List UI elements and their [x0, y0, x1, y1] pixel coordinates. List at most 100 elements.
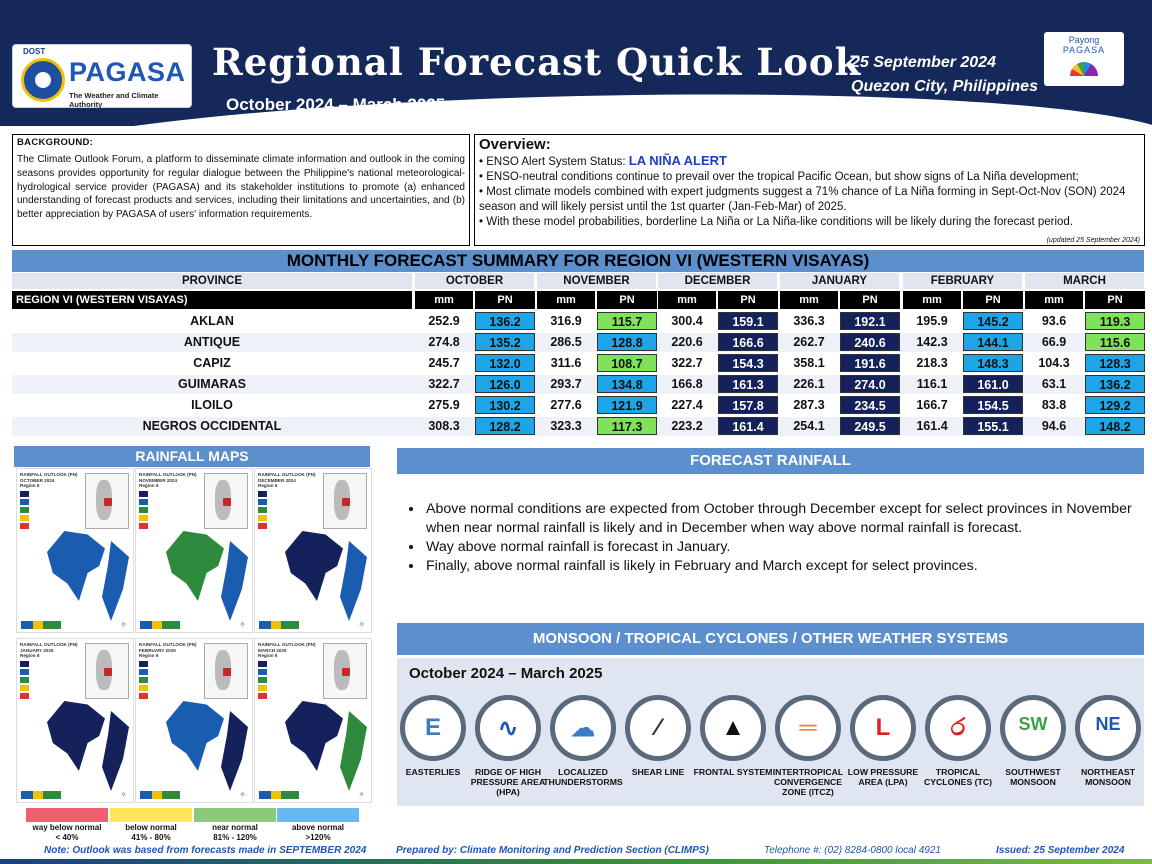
legend-label: above normal >120%	[272, 823, 364, 843]
rainfall-mm: 358.1	[793, 356, 825, 370]
footer-note-label: Note:	[44, 845, 70, 856]
icon-glyph: E	[424, 714, 441, 741]
philippines-inset-map	[85, 473, 129, 529]
mm-header: mm	[415, 291, 473, 309]
legend-name: near normal	[212, 823, 258, 832]
map-legend-swatch	[139, 507, 148, 513]
map-logo-strip	[259, 791, 299, 799]
map-title: RAINFALL OUTLOOK (PN) DECEMBER 2024 Region…	[258, 472, 316, 489]
weather-system-label: NORTHEAST MONSOON	[1080, 767, 1136, 787]
rainfall-mm: 166.8	[671, 377, 703, 391]
rainfall-mm: 293.7	[550, 377, 582, 391]
icon-glyph: ═	[799, 714, 817, 741]
panay-island	[166, 701, 224, 771]
overview-panel: Overview: • ENSO Alert System Status: LA…	[474, 134, 1145, 246]
map-title-text: RAINFALL OUTLOOK (PN)	[139, 642, 197, 647]
umbrella-icon	[1070, 62, 1098, 76]
itcz-icon: ═	[775, 695, 841, 761]
pn-header: PN	[718, 291, 778, 309]
forecast-rainfall-list: Above normal conditions are expected fro…	[408, 500, 1138, 576]
thunderstorm-icon: ☁	[550, 695, 616, 761]
tropical-cyclone-icon: ර	[925, 695, 991, 761]
rainfall-mm: 195.9	[916, 314, 948, 328]
page-title: Regional Forecast Quick Look	[212, 40, 862, 84]
weather-system-label: LOCALIZED THUNDERSTORMS	[543, 767, 623, 787]
philippines-inset-map	[204, 643, 248, 699]
map-title-text: RAINFALL OUTLOOK (PN)	[20, 472, 78, 477]
issue-place: Quezon City, Philippines	[851, 78, 1038, 95]
region-label: REGION VI (WESTERN VISAYAS)	[12, 291, 412, 309]
weather-system-label: SOUTHWEST MONSOON	[1005, 767, 1061, 787]
rainfall-pn: 128.2	[475, 417, 535, 435]
map-legend-swatch	[139, 677, 148, 683]
map-legend-swatch	[20, 515, 29, 521]
map-logo-strip	[259, 621, 299, 629]
rainfall-mm: 220.6	[671, 335, 703, 349]
compass-icon: ✧	[358, 790, 365, 799]
rainfall-mm: 322.7	[671, 356, 703, 370]
inset-region-marker	[223, 668, 231, 676]
footer-note-text: Outlook was based from forecasts made in…	[69, 845, 367, 856]
rainfall-mm: 287.3	[793, 398, 825, 412]
rainfall-mm: 336.3	[793, 314, 825, 328]
rainfall-pn: 161.0	[963, 375, 1023, 393]
rainfall-pn: 132.0	[475, 354, 535, 372]
philippines-inset-map	[323, 643, 367, 699]
map-month: FEBRUARY 2025	[139, 647, 176, 653]
panay-island	[47, 701, 105, 771]
map-legend	[20, 661, 50, 701]
map-legend-swatch	[20, 693, 29, 699]
shear-line-icon: ⁄	[625, 695, 691, 761]
compass-icon: ✧	[239, 620, 246, 629]
map-legend-swatch	[258, 507, 267, 513]
map-legend-swatch	[20, 677, 29, 683]
header-banner	[0, 0, 1152, 126]
legend-range: >120%	[305, 833, 331, 842]
map-month: NOVEMBER 2024	[139, 477, 178, 483]
legend-label: below normal 41% - 80%	[105, 823, 197, 843]
legend-swatch	[110, 808, 192, 822]
compass-icon: ✧	[120, 620, 127, 629]
rainfall-pn: 148.2	[1085, 417, 1145, 435]
province-name: ILOILO	[191, 398, 233, 412]
map-title-text: RAINFALL OUTLOOK (PN)	[258, 472, 316, 477]
mm-header: mm	[1025, 291, 1083, 309]
inset-region-marker	[342, 668, 350, 676]
map-legend	[139, 491, 169, 531]
legend-swatch	[26, 808, 108, 822]
inset-region-marker	[104, 668, 112, 676]
rainfall-mm: 83.8	[1041, 398, 1067, 412]
icon-glyph: ☁	[571, 715, 595, 742]
rainfall-pn: 240.6	[840, 333, 900, 351]
background-panel: BACKGROUND: The Climate Outlook Forum, a…	[12, 134, 470, 246]
rainfall-mm: 274.8	[428, 335, 460, 349]
pn-header: PN	[840, 291, 900, 309]
month-header: NOVEMBER	[537, 273, 656, 289]
weather-system-label: INTERTROPICAL CONVERGENCE ZONE (ITCZ)	[772, 767, 844, 797]
month-header: DECEMBER	[658, 273, 777, 289]
forecast-table-title: MONTHLY FORECAST SUMMARY FOR REGION VI (…	[12, 250, 1144, 272]
background-text: The Climate Outlook Forum, a platform to…	[17, 154, 465, 221]
mm-header: mm	[537, 291, 595, 309]
map-logo-strip	[140, 621, 180, 629]
rainfall-map: RAINFALL OUTLOOK (PN) FEBRUARY 2025 Region…	[135, 638, 253, 803]
agency-tagline: The Weather and Climate Authority	[69, 91, 159, 109]
rainfall-pn: 154.3	[718, 354, 778, 372]
map-legend-swatch	[139, 499, 148, 505]
icon-glyph: ▲	[721, 714, 745, 741]
legend-name: way below normal	[32, 823, 102, 832]
weather-system-label: SHEAR LINE	[631, 767, 685, 777]
rainfall-pn: 145.2	[963, 312, 1023, 330]
panay-island	[166, 531, 224, 601]
map-legend-swatch	[20, 669, 29, 675]
compass-icon: ✧	[358, 620, 365, 629]
forecast-rainfall-bullet: Above normal conditions are expected fro…	[424, 500, 1138, 538]
rainfall-pn: 121.9	[597, 396, 657, 414]
month-header: MARCH	[1025, 273, 1144, 289]
enso-status: • ENSO Alert System Status: LA NIÑA ALER…	[479, 153, 1140, 170]
icon-glyph: NE	[1095, 714, 1121, 734]
map-title: RAINFALL OUTLOOK (PN) MARCH 2025 Region 6	[258, 642, 316, 659]
rainfall-pn: 119.3	[1085, 312, 1145, 330]
province-name: NEGROS OCCIDENTAL	[142, 419, 282, 433]
rainfall-pn: 128.3	[1085, 354, 1145, 372]
